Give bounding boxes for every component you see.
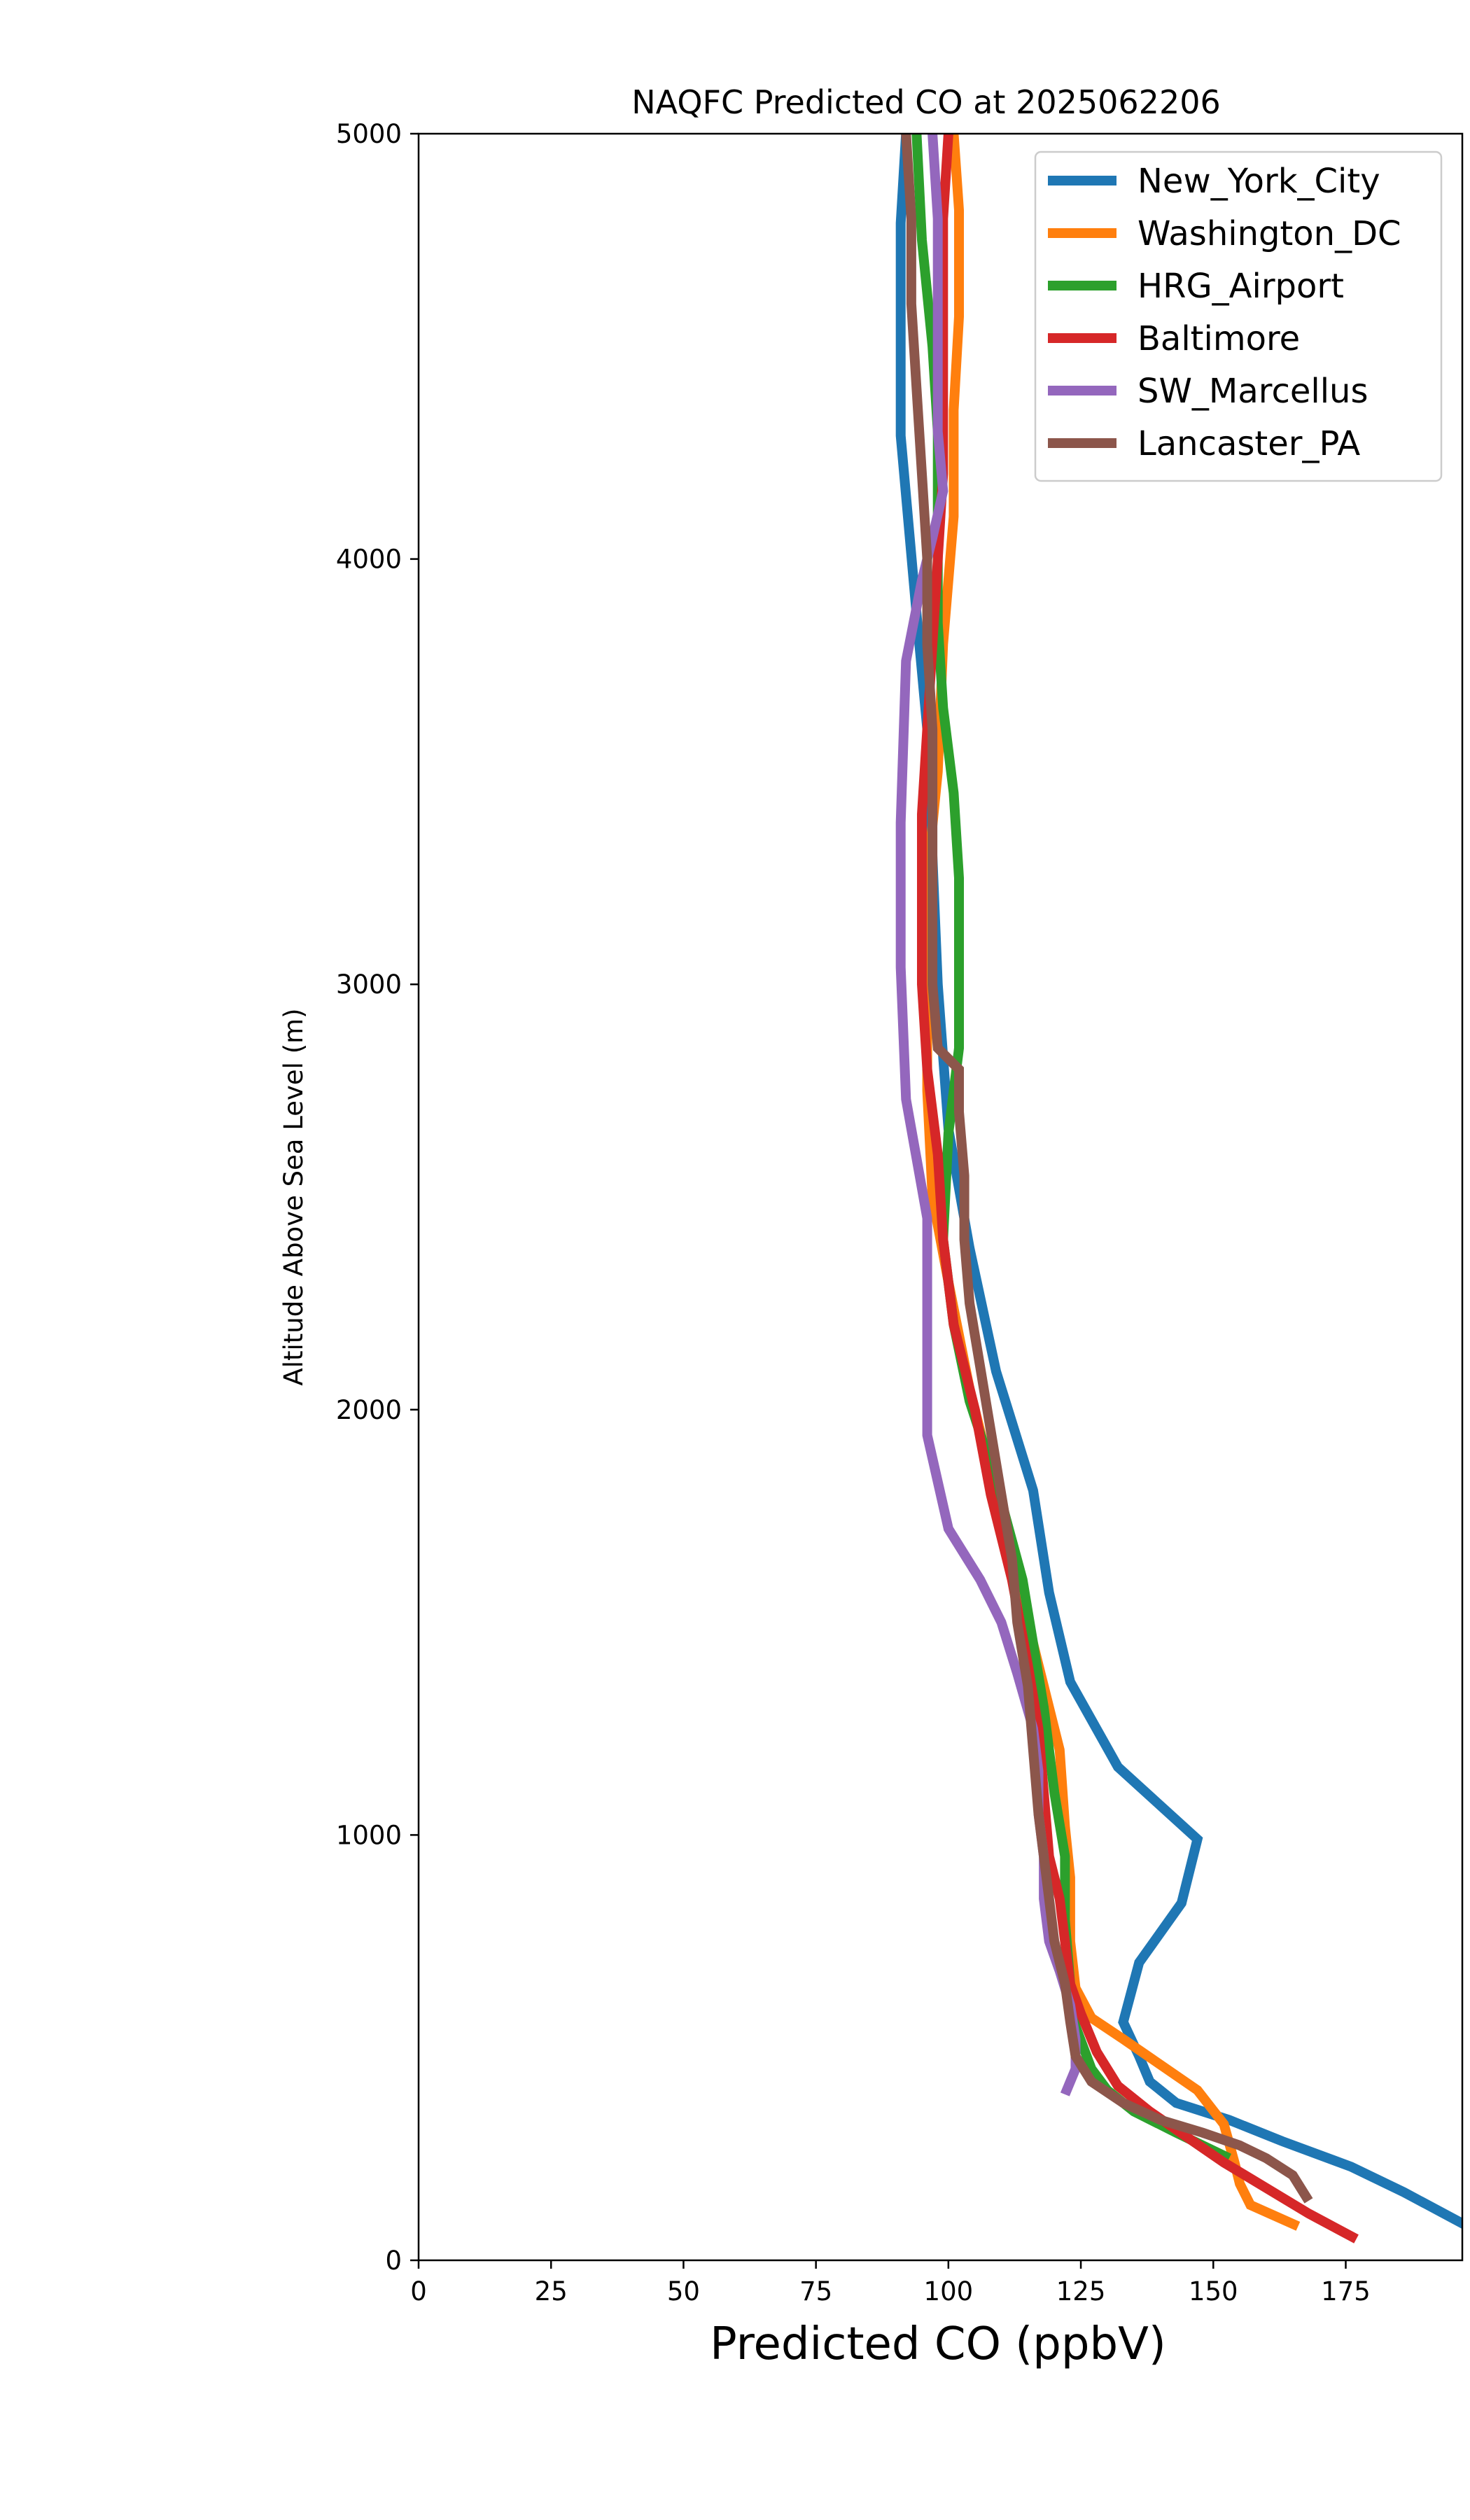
chart-title: NAQFC Predicted CO at 2025062206 [631, 83, 1221, 121]
y-tick-label: 2000 [336, 1395, 402, 1425]
x-tick-label: 25 [535, 2276, 568, 2306]
y-tick-label: 4000 [336, 545, 402, 575]
legend-label-washington-dc: Washington_DC [1138, 214, 1401, 253]
x-tick-label: 125 [1056, 2276, 1106, 2306]
y-tick-label: 1000 [336, 1820, 402, 1850]
x-tick-label: 75 [799, 2276, 832, 2306]
series-lines [895, 134, 1462, 2244]
y-tick-label: 3000 [336, 969, 402, 1000]
x-axis: 0 25 50 75 100 125 150 175 [410, 2260, 1371, 2306]
legend-box [1034, 150, 1443, 482]
legend-label-baltimore: Baltimore [1138, 319, 1300, 358]
x-tick-label: 100 [924, 2276, 974, 2306]
legend-label-new-york-city: New_York_City [1138, 162, 1380, 201]
plot-area-frame [417, 132, 1464, 2262]
x-axis-label: Predicted CO (ppbV) [710, 2318, 1166, 2370]
series-line-lancaster-pa [901, 134, 1313, 2204]
legend-label-lancaster-pa: Lancaster_PA [1138, 424, 1360, 463]
x-tick-label: 50 [667, 2276, 700, 2306]
series-line-baltimore [917, 134, 1359, 2244]
y-tick-label: 5000 [336, 119, 402, 149]
legend: New_York_City Washington_DC HRG_Airport Bal… [1034, 150, 1443, 482]
legend-label-sw-marcellus: SW_Marcellus [1138, 372, 1368, 411]
x-tick-label: 175 [1321, 2276, 1371, 2306]
y-axis-label: Altitude Above Sea Level (m) [279, 1008, 309, 1385]
x-tick-label: 150 [1189, 2276, 1238, 2306]
y-axis: 0 1000 2000 3000 4000 5000 [336, 119, 419, 2276]
legend-label-hrg-airport: HRG_Airport [1138, 267, 1344, 306]
x-tick-label: 0 [410, 2276, 427, 2306]
y-tick-label: 0 [385, 2246, 402, 2276]
